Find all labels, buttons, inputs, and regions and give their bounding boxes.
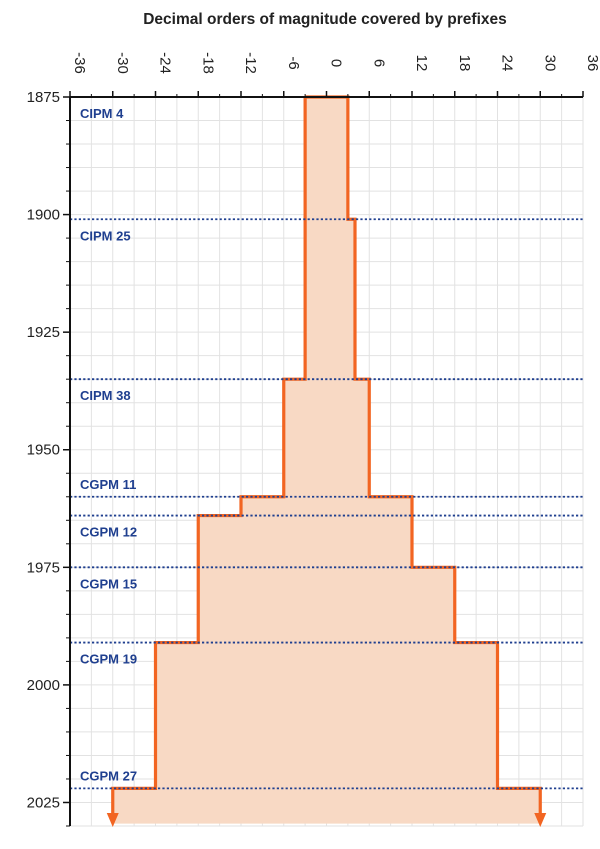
event-label-cgpm-27: CGPM 27 [80, 768, 137, 783]
y-tick-label: 1975 [27, 559, 60, 576]
outline-right [305, 95, 542, 816]
x-tick-label: 30 [541, 55, 558, 72]
data-area [106, 95, 547, 828]
event-label-cipm-38: CIPM 38 [80, 388, 131, 403]
arrow-right [534, 813, 547, 828]
y-tick-label: 2000 [27, 677, 60, 694]
x-tick-label: -6 [285, 56, 302, 69]
arrow-left [106, 813, 119, 828]
y-tick-label: 1900 [27, 207, 60, 224]
event-label-cgpm-15: CGPM 15 [80, 576, 137, 591]
chart-title: Decimal orders of magnitude covered by p… [143, 11, 507, 28]
x-tick-label: -24 [157, 52, 174, 74]
x-tick-label: 18 [456, 55, 473, 72]
x-tick-label: 6 [370, 59, 387, 67]
x-tick-label: -30 [114, 52, 131, 74]
y-tick-label: 1925 [27, 324, 60, 341]
x-tick-label: -18 [199, 52, 216, 74]
y-tick-label: 1950 [27, 442, 60, 459]
event-label-cgpm-12: CGPM 12 [80, 525, 137, 540]
x-tick-label: -12 [242, 52, 259, 74]
x-tick-label: 36 [584, 55, 600, 72]
event-label-cipm-25: CIPM 25 [80, 228, 131, 243]
x-tick-label: 12 [413, 55, 430, 72]
event-label-cipm-4: CIPM 4 [80, 106, 124, 121]
event-label-cgpm-11: CGPM 11 [80, 477, 136, 492]
x-tick-label: -36 [71, 52, 88, 74]
x-tick-label: 24 [499, 55, 516, 72]
event-lines: CIPM 4 CIPM 25 CIPM 38 CGPM 11 CGPM 12 CGPM 1… [70, 96, 583, 790]
y-tick-label: 2025 [27, 794, 60, 811]
event-label-cgpm-19: CGPM 19 [80, 652, 137, 667]
y-tick-label: 1875 [27, 89, 60, 106]
axes: -36 -30 -24 -18 -12 -6 0 6 12 18 24 30 36 1875 1900 192… [27, 52, 600, 827]
x-tick-label: 0 [328, 59, 345, 67]
